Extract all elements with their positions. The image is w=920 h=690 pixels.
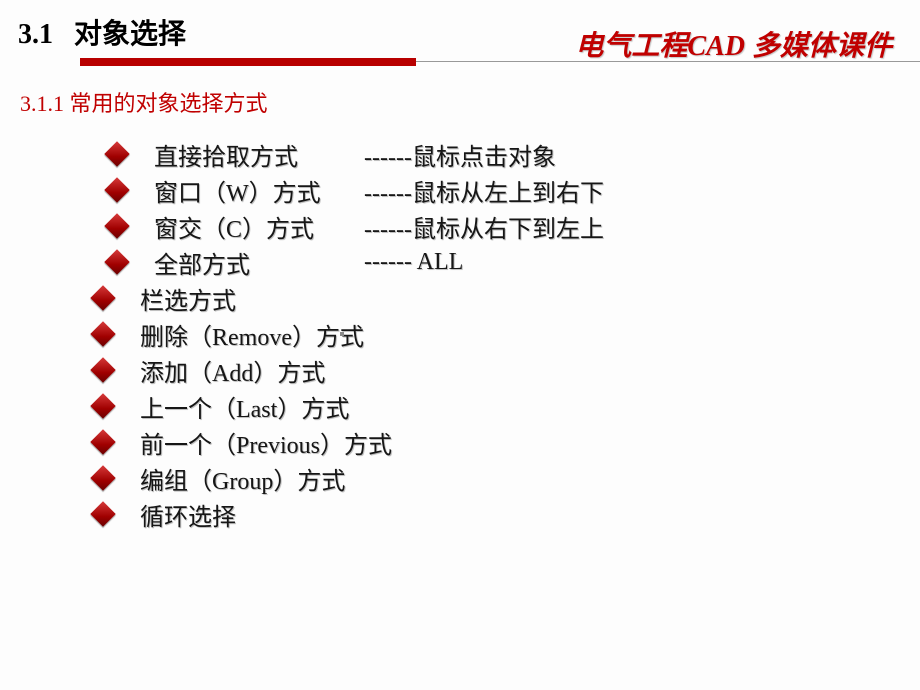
item-label: 全部方式 (154, 245, 250, 280)
item-label: 添加（Add）方式 (140, 353, 325, 388)
item-desc: ------鼠标从左上到右下 (364, 173, 604, 208)
list-item: 前一个（Previous）方式 (94, 424, 392, 460)
subsection-title: 3.1.1 常用的对象选择方式 (20, 86, 268, 118)
list-item: 编组（Group）方式 (94, 460, 392, 496)
diamond-bullet-icon (104, 141, 129, 166)
item-label: 循环选择 (140, 497, 236, 532)
item-label: 窗口（W）方式 (154, 173, 321, 208)
list-item: 上一个（Last）方式 (94, 388, 392, 424)
diamond-bullet-icon (90, 429, 115, 454)
marker-dot-icon (340, 332, 344, 336)
divider-red-bar (80, 58, 416, 66)
item-label: 前一个（Previous）方式 (140, 425, 392, 460)
list-item: 全部方式 ------ ALL (94, 244, 392, 280)
section-number: 3.1 (18, 19, 53, 50)
list-item: 窗交（C）方式 ------鼠标从右下到左上 (94, 208, 392, 244)
divider-gray-line (416, 61, 920, 62)
diamond-bullet-icon (90, 465, 115, 490)
item-label: 直接拾取方式 (154, 137, 298, 172)
list-item: 添加（Add）方式 (94, 352, 392, 388)
item-label: 窗交（C）方式 (154, 209, 314, 244)
diamond-bullet-icon (90, 357, 115, 382)
item-desc: ------ ALL (364, 249, 463, 276)
item-label: 删除（Remove）方式 (140, 317, 364, 352)
diamond-bullet-icon (104, 213, 129, 238)
diamond-bullet-icon (90, 285, 115, 310)
list-item: 删除（Remove）方式 (94, 316, 392, 352)
diamond-bullet-icon (90, 321, 115, 346)
item-label: 编组（Group）方式 (140, 461, 345, 496)
item-desc: ------鼠标从右下到左上 (364, 209, 604, 244)
item-label: 上一个（Last）方式 (140, 389, 349, 424)
list-item: 直接拾取方式 ------鼠标点击对象 (94, 136, 392, 172)
title-divider (80, 58, 920, 68)
diamond-bullet-icon (90, 393, 115, 418)
list-item: 栏选方式 (94, 280, 392, 316)
item-desc: ------鼠标点击对象 (364, 137, 556, 172)
list-item: 窗口（W）方式 ------鼠标从左上到右下 (94, 172, 392, 208)
list-item: 循环选择 (94, 496, 392, 532)
selection-methods-list: 直接拾取方式 ------鼠标点击对象 窗口（W）方式 ------鼠标从左上到… (94, 136, 392, 532)
diamond-bullet-icon (104, 249, 129, 274)
diamond-bullet-icon (90, 501, 115, 526)
diamond-bullet-icon (104, 177, 129, 202)
section-title: 3.1 对象选择 (18, 12, 186, 52)
section-name: 对象选择 (74, 19, 186, 50)
item-label: 栏选方式 (140, 281, 236, 316)
